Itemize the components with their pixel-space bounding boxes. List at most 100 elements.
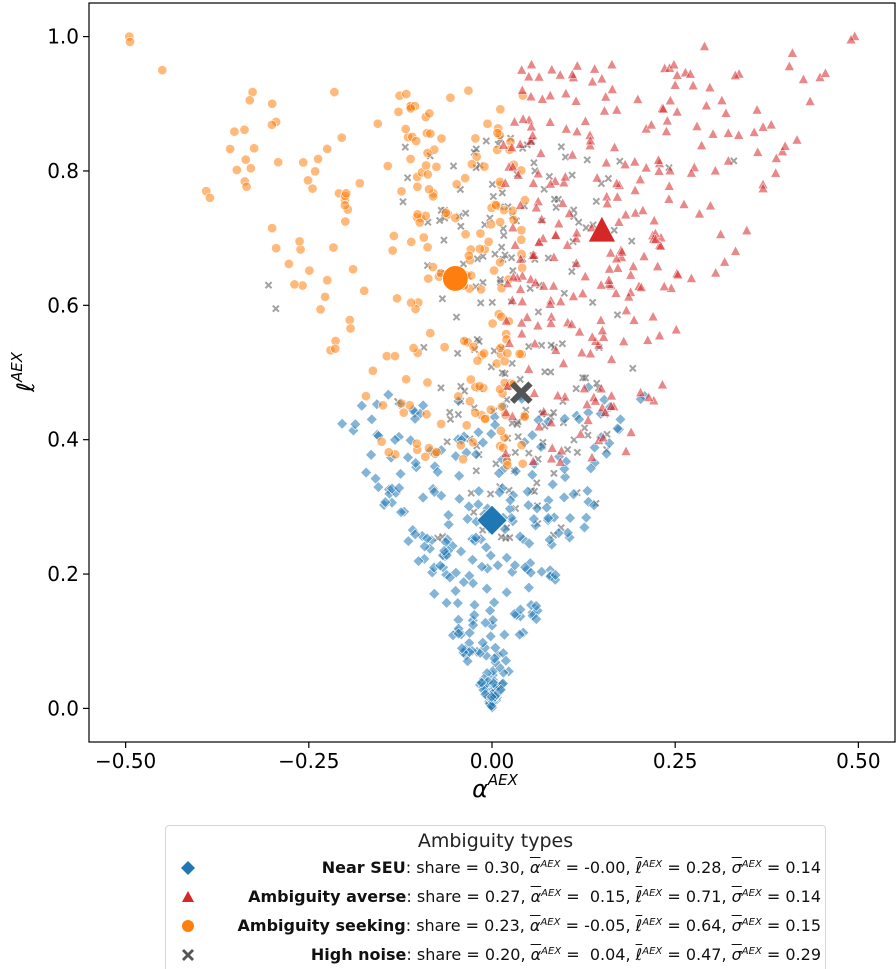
point-ambiguity-seeking: [450, 213, 461, 224]
point-high-noise: [272, 304, 280, 313]
point-ambiguity-averse: [784, 60, 795, 71]
point-near-seu: [487, 677, 500, 690]
point-ambiguity-averse: [512, 169, 524, 180]
point-near-seu: [463, 500, 475, 513]
point-near-seu: [480, 541, 493, 554]
point-ambiguity-seeking: [204, 192, 215, 203]
point-ambiguity-seeking: [273, 157, 284, 168]
point-near-seu: [451, 597, 464, 610]
point-ambiguity-seeking: [297, 280, 308, 291]
point-ambiguity-averse: [525, 90, 537, 102]
point-ambiguity-averse: [523, 363, 535, 374]
point-ambiguity-averse: [707, 128, 719, 139]
point-ambiguity-seeking: [474, 381, 485, 392]
point-ambiguity-averse: [658, 280, 670, 291]
point-near-seu: [395, 506, 407, 519]
point-ambiguity-averse: [635, 281, 647, 292]
point-high-noise: [572, 384, 580, 393]
point-ambiguity-seeking: [267, 223, 278, 234]
point-ambiguity-seeking: [249, 143, 260, 154]
point-near-seu: [475, 560, 488, 573]
point-ambiguity-averse: [509, 116, 520, 127]
point-high-noise: [552, 203, 560, 212]
legend-alpha: -0.05: [584, 916, 626, 935]
point-ambiguity-averse: [528, 249, 540, 260]
point-ambiguity-seeking: [400, 124, 411, 135]
point-ambiguity-averse: [648, 214, 660, 226]
point-ambiguity-seeking: [320, 291, 331, 302]
point-ambiguity-seeking: [424, 108, 435, 119]
point-ambiguity-seeking: [458, 454, 469, 465]
point-near-seu: [514, 603, 527, 616]
point-ambiguity-averse: [720, 107, 732, 118]
point-high-noise: [541, 368, 549, 376]
point-high-noise: [500, 231, 508, 240]
point-ambiguity-seeking: [502, 348, 513, 359]
point-high-noise: [629, 364, 637, 373]
point-high-noise: [569, 206, 578, 214]
point-high-noise: [453, 349, 462, 358]
point-ambiguity-averse: [559, 391, 571, 402]
point-near-seu: [466, 553, 479, 566]
point-ambiguity-seeking: [271, 243, 282, 254]
point-ambiguity-averse: [545, 178, 556, 189]
legend-entry-text: High noise: share = 0.20, αAEX = 0.04, ℓ…: [310, 945, 821, 964]
point-ambiguity-seeking: [229, 126, 240, 137]
point-high-noise: [403, 173, 412, 182]
point-ambiguity-seeking: [483, 236, 494, 247]
point-near-seu: [514, 530, 526, 543]
point-high-noise: [497, 243, 506, 251]
point-ambiguity-averse: [532, 195, 544, 206]
point-ambiguity-averse: [507, 221, 519, 233]
point-ambiguity-averse: [544, 89, 556, 100]
point-near-seu: [542, 512, 555, 524]
point-ambiguity-seeking: [495, 104, 506, 115]
point-ambiguity-averse: [570, 95, 582, 106]
point-near-seu: [485, 427, 498, 440]
point-near-seu: [524, 566, 537, 579]
point-ambiguity-averse: [576, 346, 588, 358]
point-ambiguity-averse: [671, 106, 683, 117]
point-near-seu: [455, 545, 467, 558]
legend-row: Ambiguity averse: share = 0.27, αAEX = 0…: [166, 885, 827, 911]
point-high-noise: [557, 143, 566, 151]
point-ambiguity-seeking: [422, 148, 433, 158]
point-ambiguity-averse: [590, 395, 601, 406]
point-ambiguity-averse: [553, 217, 565, 229]
point-ambiguity-averse: [770, 152, 782, 163]
legend-row: High noise: share = 0.20, αAEX = 0.04, ℓ…: [166, 943, 827, 969]
point-near-seu: [614, 413, 627, 426]
legend-marker: [180, 860, 196, 876]
point-ambiguity-seeking: [436, 419, 447, 429]
point-near-seu: [527, 513, 540, 525]
point-ambiguity-averse: [598, 331, 610, 342]
point-ambiguity-seeking: [367, 365, 378, 376]
point-high-noise: [514, 433, 522, 441]
point-ambiguity-averse: [777, 145, 788, 156]
point-ambiguity-seeking: [422, 169, 433, 180]
point-ambiguity-seeking: [398, 407, 409, 418]
point-ambiguity-seeking: [231, 165, 242, 175]
point-ambiguity-seeking: [396, 398, 407, 409]
point-ambiguity-averse: [516, 64, 528, 75]
legend-marker: [180, 889, 196, 905]
point-ambiguity-seeking: [411, 438, 422, 449]
point-near-seu: [543, 533, 556, 546]
point-ambiguity-averse: [559, 171, 571, 182]
point-ambiguity-averse: [548, 280, 559, 291]
point-high-noise: [604, 174, 613, 183]
point-ambiguity-averse: [574, 326, 585, 337]
point-high-noise: [534, 308, 543, 316]
point-ambiguity-averse: [611, 177, 623, 188]
point-near-seu: [564, 512, 577, 524]
point-ambiguity-seeking: [125, 36, 136, 47]
point-ambiguity-seeking: [157, 65, 168, 76]
point-ambiguity-averse: [554, 69, 566, 80]
point-ambiguity-averse: [601, 197, 613, 208]
point-high-noise: [435, 216, 444, 225]
point-ambiguity-averse: [568, 290, 579, 301]
point-ambiguity-seeking: [431, 447, 442, 458]
point-near-seu: [409, 457, 422, 469]
point-ambiguity-seeking: [439, 342, 450, 353]
point-high-noise: [508, 359, 516, 368]
